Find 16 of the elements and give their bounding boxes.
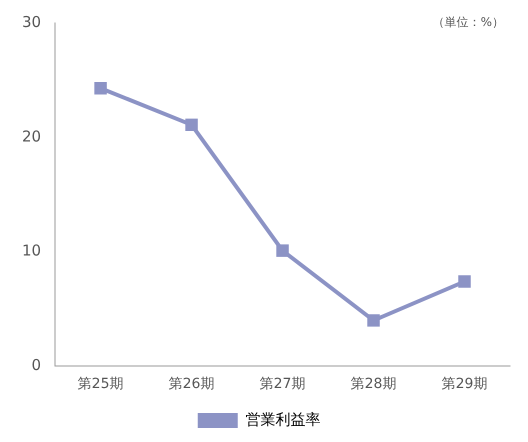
- point: [185, 118, 198, 132]
- x-tick-label: 第26期: [168, 376, 214, 392]
- y-tick-label: 20: [22, 127, 42, 146]
- point: [94, 82, 107, 94]
- annotation: （単位：%）: [432, 14, 504, 31]
- y-tick-label: 30: [22, 12, 42, 31]
- x-tick-label: 第25期: [78, 376, 124, 392]
- y-tick-label: 0: [32, 356, 42, 374]
- y-tick-label: 10: [22, 242, 42, 260]
- point: [458, 275, 471, 288]
- x-tick-label: 第28期: [350, 376, 396, 392]
- legend-label: 営業利益率: [245, 410, 320, 428]
- point: [367, 314, 380, 327]
- x-tick-label: 第27期: [260, 376, 306, 392]
- point: [276, 244, 289, 257]
- x-tick-label: 第29期: [442, 376, 488, 392]
